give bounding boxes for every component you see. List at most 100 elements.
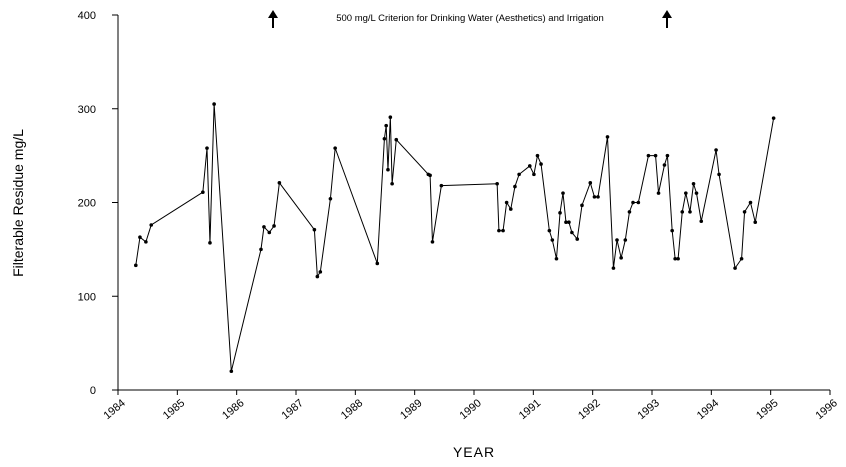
data-point [277,181,282,185]
data-point [733,266,737,270]
data-point [588,181,593,185]
y-axis-label: Filterable Residue mg/L [10,129,26,277]
data-point [615,238,619,242]
data-point [382,136,387,141]
x-tick-label: 1991 [517,397,543,422]
data-point [631,200,635,205]
data-point [691,181,696,186]
data-point [212,102,216,106]
arrow-right [662,10,672,28]
data-point [430,240,435,244]
data-point [532,172,536,177]
x-tick-label: 1985 [161,397,187,422]
data-point [564,220,568,224]
data-point [688,210,692,214]
data-point [748,200,753,205]
data-point [138,235,142,239]
x-tick-label: 1988 [339,397,365,422]
series-line [135,104,775,372]
data-point [596,195,600,199]
x-tick-label: 1992 [576,397,602,422]
x-tick-label: 1995 [754,397,780,422]
data-point [390,181,394,186]
data-point [388,115,393,119]
x-tick-label: 1989 [398,397,424,422]
data-point [144,240,148,244]
data-point [673,256,677,261]
data-point [558,211,562,215]
data-point [753,220,758,224]
data-point [575,237,580,241]
y-tick-label: 0 [90,385,96,397]
x-tick-label: 1994 [695,397,721,422]
data-point [605,135,610,139]
data-point [394,137,399,142]
data-point [428,173,432,178]
data-point [592,195,597,199]
data-point [580,203,584,208]
y-tick-label: 200 [78,198,96,210]
x-tick-label: 1984 [101,397,127,422]
data-point [646,153,651,158]
data-point [375,261,380,266]
data-point [229,369,234,374]
data-point [670,228,674,233]
y-tick-label: 300 [78,104,96,116]
x-tick-label: 1990 [457,397,483,422]
data-point [504,200,509,205]
data-point [570,230,574,235]
data-point [771,116,776,120]
data-point [662,163,667,167]
x-tick-label: 1986 [220,397,246,422]
data-point [501,228,505,233]
data-point [495,181,499,186]
data-point [699,219,704,224]
data-point [318,270,323,274]
data-point [619,256,623,260]
data-point [134,263,138,268]
data-point [717,172,721,177]
data-point [205,146,209,150]
data-point [267,230,272,235]
data-point [636,200,641,205]
data-point [272,224,276,228]
data-point [497,228,501,233]
data-point [539,162,543,166]
data-point [312,227,317,232]
y-tick-label: 400 [78,10,96,22]
data-point [627,210,632,214]
data-point [208,241,212,245]
x-tick-label: 1993 [635,397,661,422]
annotation: 500 mg/L Criterion for Drinking Water (A… [336,13,604,24]
data-point [315,274,320,279]
data-point [386,167,390,172]
x-axis-label: YEAR [453,444,495,460]
data-point [694,191,699,195]
data-point [149,223,154,227]
data-point [567,220,571,224]
data-point [328,196,333,201]
data-point [676,256,680,261]
data-point [333,146,337,150]
data-point [262,225,266,229]
data-point [508,207,513,211]
data-point [517,172,521,177]
data-point [384,123,388,128]
data-point [547,228,552,233]
data-point [513,184,517,189]
data-point [439,183,444,188]
data-point [680,210,685,214]
x-tick-label: 1996 [813,397,839,422]
data-point [742,210,747,214]
data-point [561,191,565,195]
data-point [527,164,532,168]
data-point [653,153,658,158]
data-point [656,191,661,195]
data-point [714,148,718,152]
data-point [623,238,628,242]
data-point [535,153,540,158]
data-point [611,266,616,270]
data-point [259,247,263,252]
x-tick-label: 1987 [279,397,305,422]
